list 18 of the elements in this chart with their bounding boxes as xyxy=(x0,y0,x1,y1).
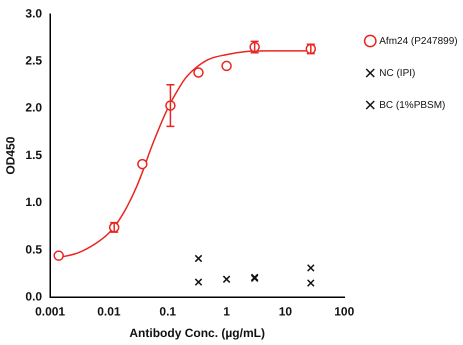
x-tick-label: 100 xyxy=(334,304,355,319)
legend-label: NC (IPI) xyxy=(379,68,416,79)
legend-label: Afm24 (P247899) xyxy=(379,36,458,47)
x-tick-label: 0.01 xyxy=(97,304,121,319)
x-tick-label: 10 xyxy=(278,304,292,319)
x-tick-label: 0.001 xyxy=(35,304,66,319)
y-tick-label: 2.5 xyxy=(25,54,42,68)
y-tick-label: 3.0 xyxy=(25,6,42,20)
y-axis-title: OD450 xyxy=(4,136,18,175)
y-tick-label: 1.5 xyxy=(25,148,42,162)
x-tick-label: 0.1 xyxy=(159,304,176,319)
x-tick-label: 1 xyxy=(223,304,230,319)
legend-label: BC (1%PBSM) xyxy=(379,100,446,111)
y-tick-label: 1.0 xyxy=(25,195,42,210)
y-tick-label: 0.0 xyxy=(25,290,42,304)
y-tick-label: 0.5 xyxy=(25,242,42,256)
y-tick-label: 2.0 xyxy=(25,100,42,115)
x-axis-title: Antibody Conc. (µg/mL) xyxy=(129,326,265,340)
